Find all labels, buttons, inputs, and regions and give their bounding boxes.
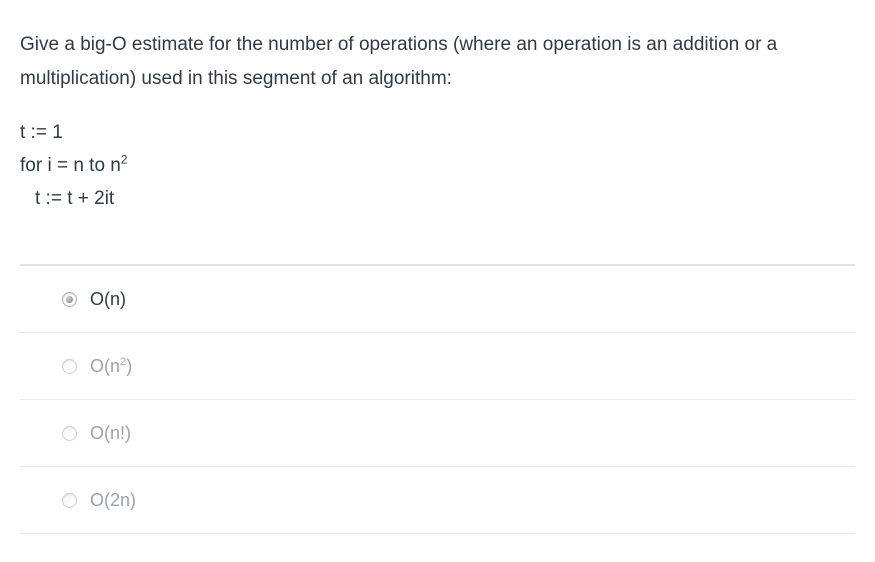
answer-options-list: O(n) O(n2) O(n!) O(2n)	[20, 264, 855, 534]
code-text: for i = n to n	[20, 155, 121, 176]
radio-dot-icon	[66, 295, 73, 303]
option-label: O(2n)	[90, 490, 136, 511]
code-superscript: 2	[120, 153, 128, 167]
option-label: O(n!)	[90, 423, 131, 444]
radio-button[interactable]	[62, 291, 77, 307]
option-text: O(n)	[90, 288, 126, 309]
question-text: Give a big-O estimate for the number of …	[20, 34, 778, 89]
code-block: t := 1 for i = n to n2 t := t + 2it	[20, 116, 855, 215]
radio-button[interactable]	[62, 492, 77, 508]
radio-button[interactable]	[62, 425, 77, 441]
radio-button[interactable]	[62, 358, 77, 374]
option-label: O(n)	[90, 289, 126, 310]
code-line: t := 1	[20, 116, 855, 149]
option-label: O(n2)	[90, 356, 132, 377]
option-row[interactable]: O(n2)	[20, 333, 855, 400]
option-text: O(2n)	[90, 489, 137, 510]
option-text: O(n!)	[90, 422, 132, 443]
code-text: t := t + 2it	[35, 188, 115, 209]
option-row[interactable]: O(n)	[20, 266, 855, 333]
option-text: )	[126, 355, 133, 376]
option-row[interactable]: O(2n)	[20, 467, 855, 534]
code-line: for i = n to n2	[20, 149, 855, 182]
option-text: O(n	[90, 355, 121, 376]
code-text: t := 1	[20, 122, 63, 143]
option-superscript: 2	[120, 355, 127, 368]
code-line: t := t + 2it	[20, 182, 855, 215]
option-row[interactable]: O(n!)	[20, 400, 855, 467]
